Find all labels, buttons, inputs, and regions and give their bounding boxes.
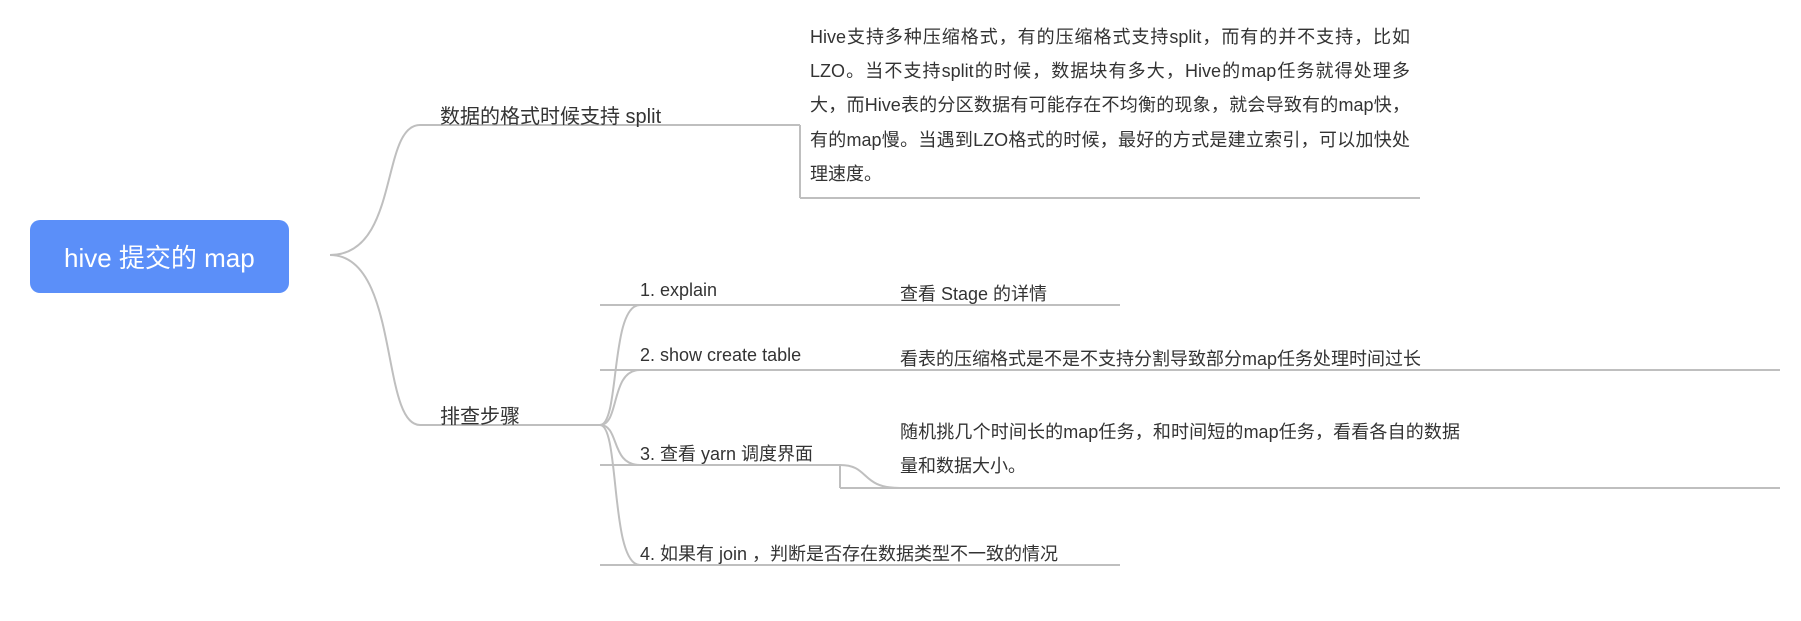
mindmap-root: hive 提交的 map — [30, 220, 289, 293]
branch-label: 数据的格式时候支持 split — [440, 106, 661, 128]
leaf-text: 随机挑几个时间长的map任务，和时间短的map任务，看看各自的数据量和数据大小。 — [900, 422, 1460, 476]
leaf-split-desc: Hive支持多种压缩格式，有的压缩格式支持split，而有的并不支持，比如LZO… — [810, 20, 1410, 191]
branch-label: 排查步骤 — [440, 406, 520, 428]
step-label: 4. 如果有 join ，判断是否存在数据类型不一致的情况 — [640, 544, 1058, 564]
root-label: hive 提交的 map — [64, 243, 255, 273]
leaf-text: 查看 Stage 的详情 — [900, 284, 1047, 304]
step-yarn: 3. 查看 yarn 调度界面 — [640, 440, 813, 466]
leaf-text: 看表的压缩格式是不是不支持分割导致部分map任务处理时间过长 — [900, 349, 1421, 369]
step-yarn-desc: 随机挑几个时间长的map任务，和时间短的map任务，看看各自的数据量和数据大小。 — [900, 415, 1460, 483]
branch-steps: 排查步骤 — [440, 400, 520, 429]
step-show-create: 2. show create table — [640, 345, 801, 366]
step-explain: 1. explain — [640, 280, 717, 301]
step-label: 1. explain — [640, 280, 717, 300]
leaf-text: Hive支持多种压缩格式，有的压缩格式支持split，而有的并不支持，比如LZO… — [810, 27, 1410, 184]
step-label: 2. show create table — [640, 345, 801, 365]
step-explain-desc: 查看 Stage 的详情 — [900, 280, 1047, 306]
step-label: 3. 查看 yarn 调度界面 — [640, 444, 813, 464]
step-show-create-desc: 看表的压缩格式是不是不支持分割导致部分map任务处理时间过长 — [900, 345, 1421, 371]
step-join: 4. 如果有 join ，判断是否存在数据类型不一致的情况 — [640, 540, 1058, 566]
branch-split: 数据的格式时候支持 split — [440, 100, 661, 129]
